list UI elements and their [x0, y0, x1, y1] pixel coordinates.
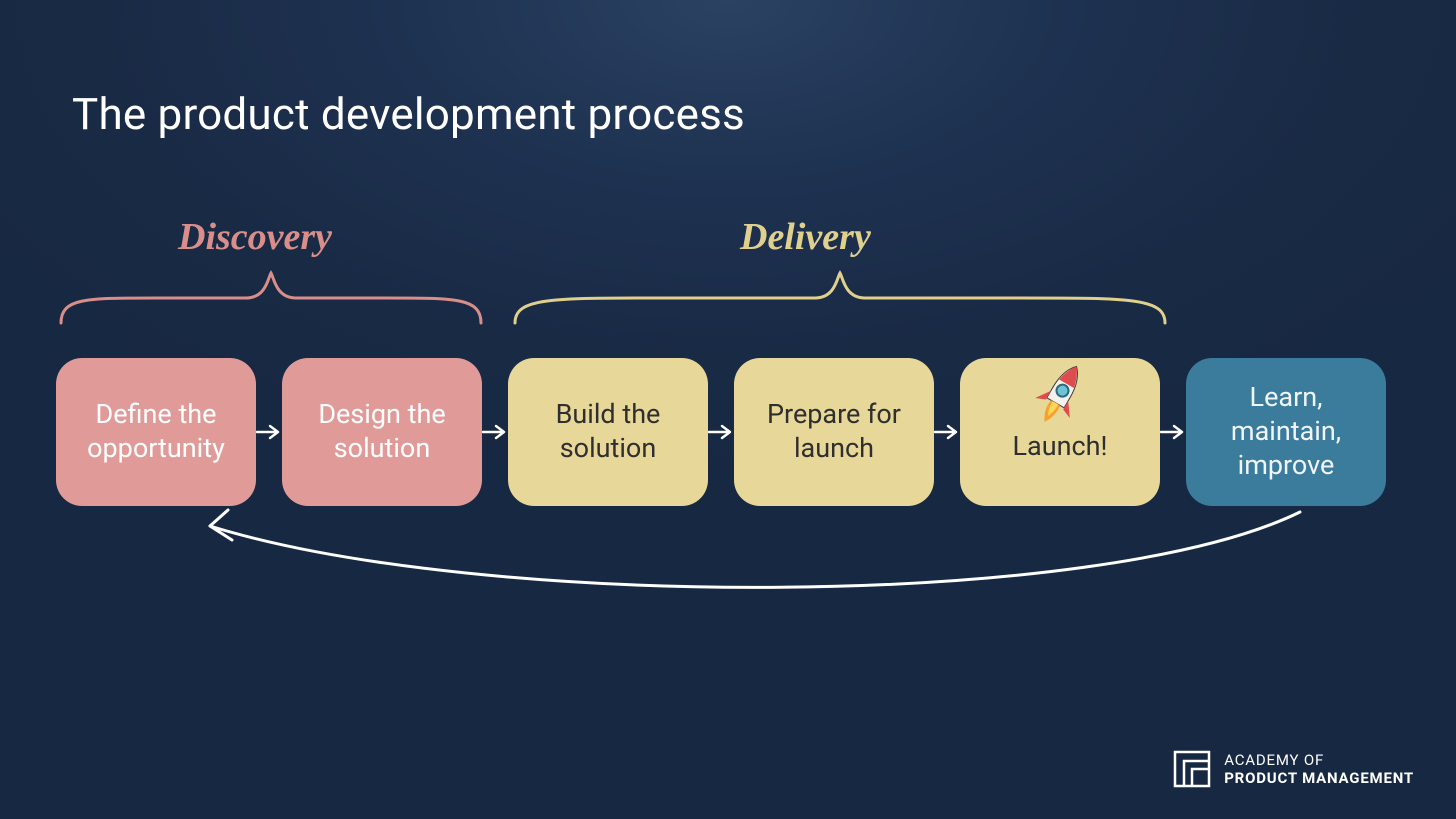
brace-delivery [510, 268, 1170, 328]
rocket-icon [1029, 358, 1091, 432]
footer-line2: PRODUCT MANAGEMENT [1224, 769, 1414, 787]
footer-text: ACADEMY OF PRODUCT MANAGEMENT [1224, 751, 1414, 787]
step-label: Design the solution [296, 398, 468, 466]
arrow-icon [256, 422, 282, 442]
arrow-icon [708, 422, 734, 442]
step-build: Build the solution [508, 358, 708, 506]
step-label: Learn, maintain, improve [1200, 381, 1372, 482]
step-learn: Learn, maintain, improve [1186, 358, 1386, 506]
step-launch: Launch! [960, 358, 1160, 506]
footer-logo: ACADEMY OF PRODUCT MANAGEMENT [1172, 749, 1414, 789]
step-label: Define the opportunity [70, 398, 242, 466]
step-design: Design the solution [282, 358, 482, 506]
step-label: Build the solution [522, 398, 694, 466]
step-prepare: Prepare for launch [734, 358, 934, 506]
arrow-icon [482, 422, 508, 442]
logo-icon [1172, 749, 1212, 789]
step-define: Define the opportunity [56, 358, 256, 506]
phase-label-delivery: Delivery [740, 215, 871, 259]
step-label: Launch! [1013, 430, 1108, 464]
arrow-icon [934, 422, 960, 442]
footer-line1: ACADEMY OF [1224, 751, 1414, 769]
slide-title: The product development process [72, 88, 745, 140]
arrow-icon [1160, 422, 1186, 442]
process-flow: Define the opportunity Design the soluti… [56, 358, 1400, 506]
phase-label-discovery: Discovery [178, 215, 332, 259]
brace-discovery [56, 268, 486, 328]
step-label: Prepare for launch [748, 398, 920, 466]
